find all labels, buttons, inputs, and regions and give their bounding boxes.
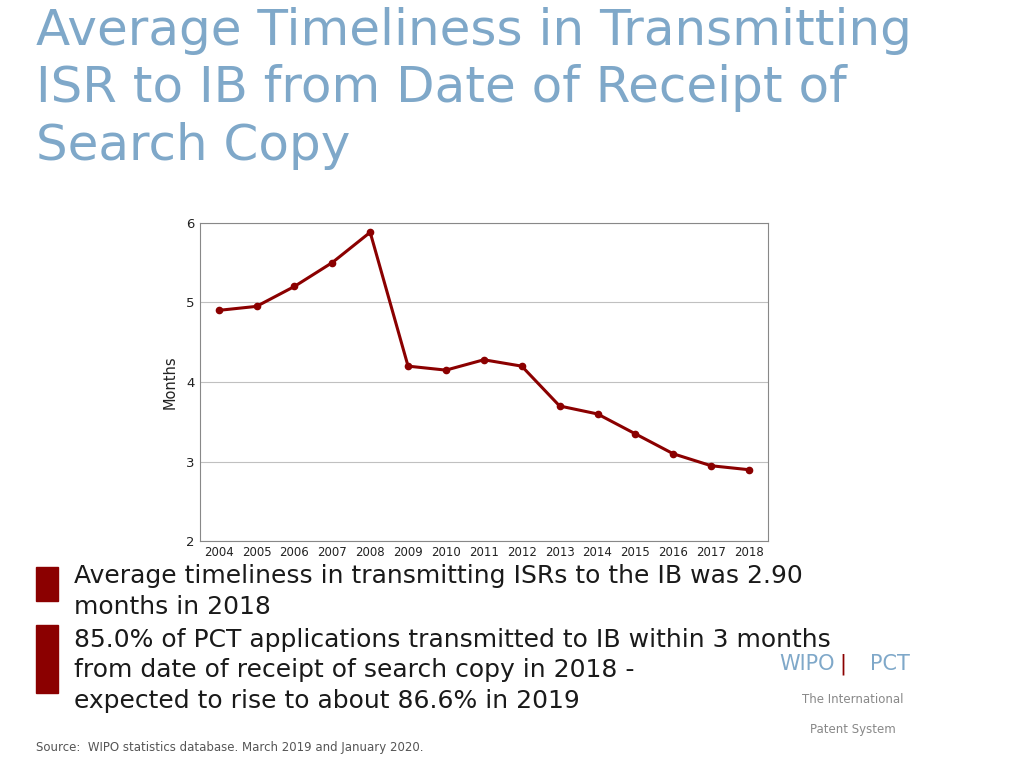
Text: 85.0% of PCT applications transmitted to IB within 3 months
from date of receipt: 85.0% of PCT applications transmitted to… [74,627,830,713]
Bar [36,625,58,694]
Text: Average timeliness in transmitting ISRs to the IB was 2.90
months in 2018: Average timeliness in transmitting ISRs … [74,564,803,619]
Text: The International: The International [802,694,904,707]
Text: WIPO: WIPO [779,654,835,674]
Text: PCT: PCT [870,654,910,674]
Bar [36,568,58,601]
Y-axis label: Months: Months [163,356,178,409]
Text: Source:  WIPO statistics database. March 2019 and January 2020.: Source: WIPO statistics database. March … [36,741,423,754]
Text: Average Timeliness in Transmitting
ISR to IB from Date of Receipt of
Search Copy: Average Timeliness in Transmitting ISR t… [36,7,911,170]
Text: |: | [840,653,847,674]
Text: Patent System: Patent System [810,723,896,736]
